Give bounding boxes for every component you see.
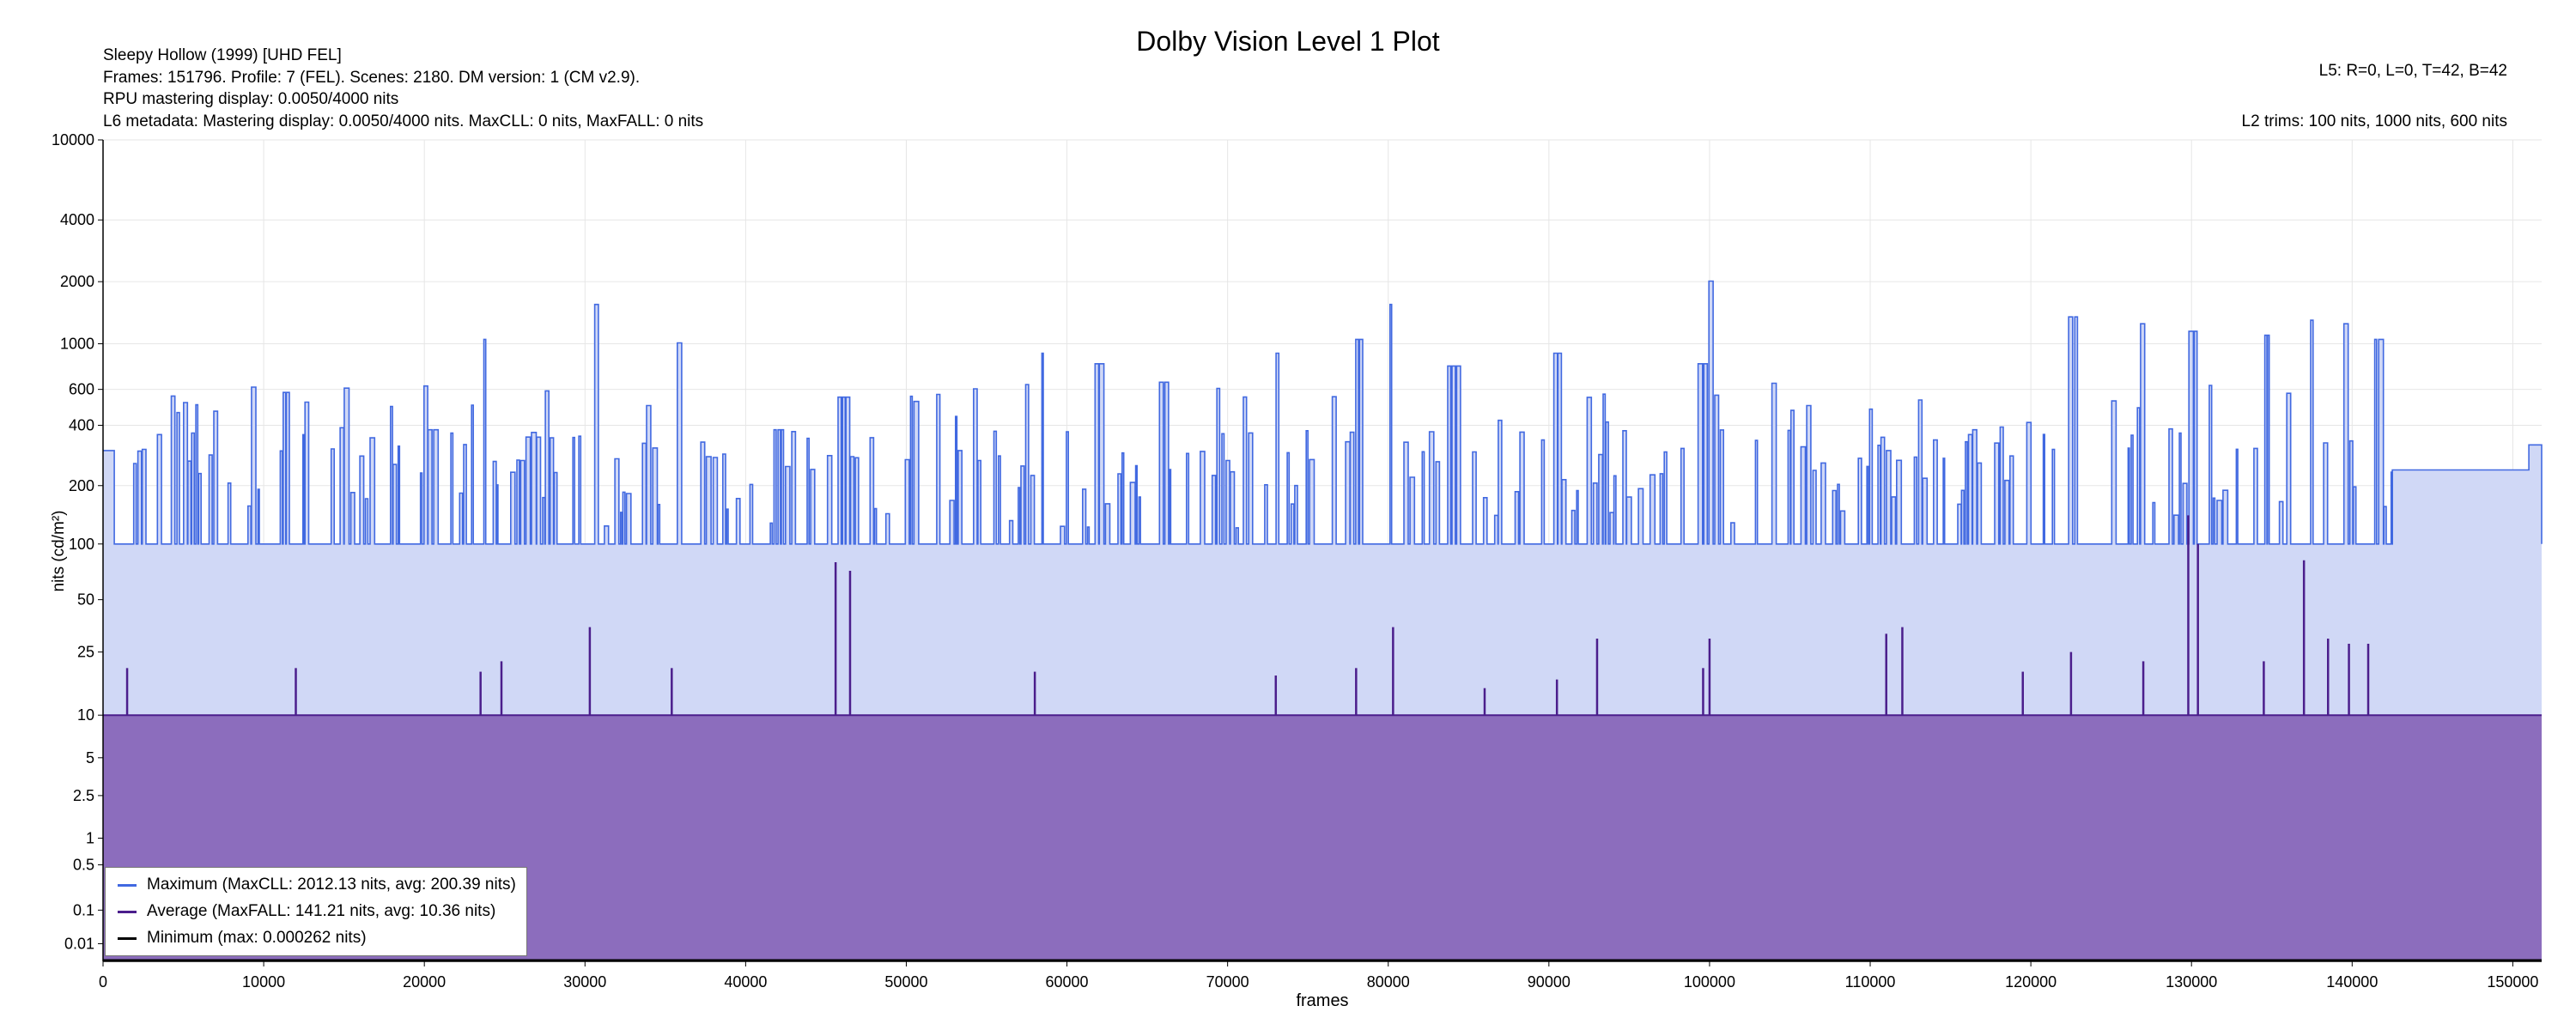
legend-swatch-average — [118, 910, 137, 913]
x-tick-label-15: 150000 — [2487, 973, 2538, 991]
y-tick-label-13: 1000 — [60, 336, 94, 353]
x-tick-label-13: 130000 — [2166, 973, 2217, 991]
y-tick-label-4: 2.5 — [73, 787, 94, 804]
y-tick-label-16: 10000 — [52, 131, 94, 148]
x-tick-label-3: 30000 — [563, 973, 606, 991]
x-tick-label-1: 10000 — [242, 973, 285, 991]
info-frames: Frames: 151796. Profile: 7 (FEL). Scenes… — [103, 69, 641, 87]
y-tick-label-3: 1 — [86, 830, 94, 847]
legend-item-maximum: Maximum (MaxCLL: 2012.13 nits, avg: 200.… — [118, 875, 516, 895]
x-tick-label-5: 50000 — [884, 973, 927, 991]
x-tick-label-8: 80000 — [1367, 973, 1410, 991]
info-l2-trims: L2 trims: 100 nits, 1000 nits, 600 nits — [2241, 112, 2507, 130]
legend-item-average: Average (MaxFALL: 141.21 nits, avg: 10.3… — [118, 901, 495, 922]
x-tick-label-7: 70000 — [1206, 973, 1249, 991]
y-tick-label-11: 400 — [69, 416, 94, 433]
info-rpu-mastering: RPU mastering display: 0.0050/4000 nits — [103, 90, 399, 108]
x-tick-label-0: 0 — [99, 973, 107, 991]
y-tick-label-15: 4000 — [60, 211, 94, 228]
maximum-area-fill — [103, 281, 2542, 716]
x-tick-label-14: 140000 — [2326, 973, 2378, 991]
x-tick-label-12: 120000 — [2005, 973, 2057, 991]
legend-swatch-maximum — [118, 883, 137, 887]
x-tick-label-9: 90000 — [1528, 973, 1571, 991]
legend-label-maximum: Maximum (MaxCLL: 2012.13 nits, avg: 200.… — [147, 876, 516, 894]
x-tick-label-6: 60000 — [1046, 973, 1089, 991]
maximum-line — [103, 280, 2543, 545]
y-tick-label-10: 200 — [69, 477, 94, 494]
legend-item-minimum: Minimum (max: 0.000262 nits) — [118, 928, 367, 948]
legend-label-minimum: Minimum (max: 0.000262 nits) — [147, 929, 367, 947]
y-tick-label-9: 100 — [69, 536, 94, 553]
chart-title: Dolby Vision Level 1 Plot — [1136, 26, 1440, 57]
x-tick-label-11: 110000 — [1845, 973, 1896, 991]
y-tick-label-6: 10 — [77, 706, 94, 724]
x-tick-label-4: 40000 — [724, 973, 767, 991]
x-axis-label: frames — [1296, 991, 1348, 1010]
x-tick-label-10: 100000 — [1684, 973, 1735, 991]
x-tick-label-2: 20000 — [403, 973, 446, 991]
y-tick-label-7: 25 — [77, 644, 94, 661]
info-movie-title: Sleepy Hollow (1999) [UHD FEL] — [103, 46, 342, 64]
y-tick-label-2: 0.5 — [73, 857, 94, 874]
y-tick-label-5: 5 — [86, 749, 94, 766]
y-tick-label-0: 0.01 — [64, 935, 94, 952]
y-axis-label: nits (cd/m²) — [50, 511, 68, 592]
chart-legend: Maximum (MaxCLL: 2012.13 nits, avg: 200.… — [105, 867, 527, 956]
y-tick-label-8: 50 — [77, 591, 94, 609]
info-l5: L5: R=0, L=0, T=42, B=42 — [2318, 62, 2507, 80]
legend-swatch-minimum — [118, 936, 137, 940]
y-tick-label-12: 600 — [69, 381, 94, 398]
y-tick-label-14: 2000 — [60, 273, 94, 290]
legend-label-average: Average (MaxFALL: 141.21 nits, avg: 10.3… — [147, 902, 496, 920]
y-tick-label-1: 0.1 — [73, 901, 94, 918]
info-l6-metadata: L6 metadata: Mastering display: 0.0050/4… — [103, 112, 704, 130]
